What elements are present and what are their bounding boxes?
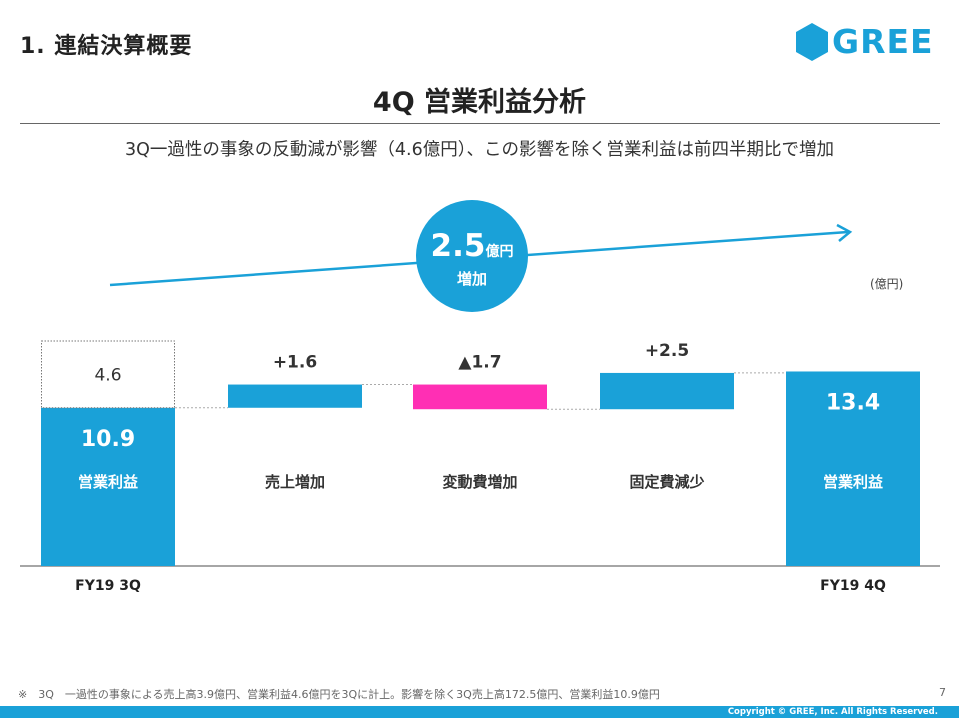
page-subtitle: 3Q一過性の事象の反動減が影響（4.6億円）、この影響を除く営業利益は前四半期比… [125, 140, 834, 160]
bar-total [41, 407, 175, 566]
bar-inner-label: 営業利益 [78, 473, 138, 491]
bubble-value: 2.5億円 [416, 228, 528, 264]
step-label: 売上増加 [265, 473, 325, 491]
page-number: 7 [939, 686, 946, 699]
bar-decrease [413, 384, 547, 410]
bubble-label: 増加 [456, 270, 487, 288]
bubble-unit: 億円 [485, 244, 514, 260]
total-value-label: 13.4 [826, 390, 880, 415]
extra-value-label: 4.6 [94, 365, 121, 385]
footnote: ※ 3Q 一過性の事象による売上高3.9億円、営業利益4.6億円を3Qに計上。影… [18, 688, 660, 701]
step-label: 変動費増加 [442, 473, 517, 491]
title-divider [20, 123, 940, 124]
hexagon-icon [796, 23, 828, 61]
bar-inner-label: 営業利益 [823, 473, 883, 491]
bar-increase [228, 384, 362, 408]
gree-logo [796, 23, 828, 61]
increase-bubble [416, 200, 528, 312]
step-label: 固定費減少 [629, 473, 704, 491]
page-title: 4Q 営業利益分析 [372, 87, 587, 118]
unit-label: (億円) [870, 277, 904, 291]
logo-text: GREE [832, 22, 934, 61]
section-title: 1. 連結決算概要 [20, 34, 193, 59]
category-label: FY19 4Q [820, 578, 886, 594]
bubble-number: 2.5 [430, 228, 486, 264]
footer-bar [0, 706, 959, 718]
delta-value-label: +1.6 [273, 353, 317, 373]
bar-extra-dotted [41, 340, 175, 409]
copyright: Copyright © GREE, Inc. All Rights Reserv… [727, 707, 938, 717]
trend-arrow-head [836, 223, 853, 242]
bar-increase [600, 372, 734, 410]
category-label: FY19 3Q [75, 578, 141, 594]
total-value-label: 10.9 [81, 427, 135, 452]
delta-value-label: +2.5 [645, 341, 689, 361]
delta-value-label: ▲1.7 [458, 353, 501, 373]
bar-total [786, 371, 920, 566]
